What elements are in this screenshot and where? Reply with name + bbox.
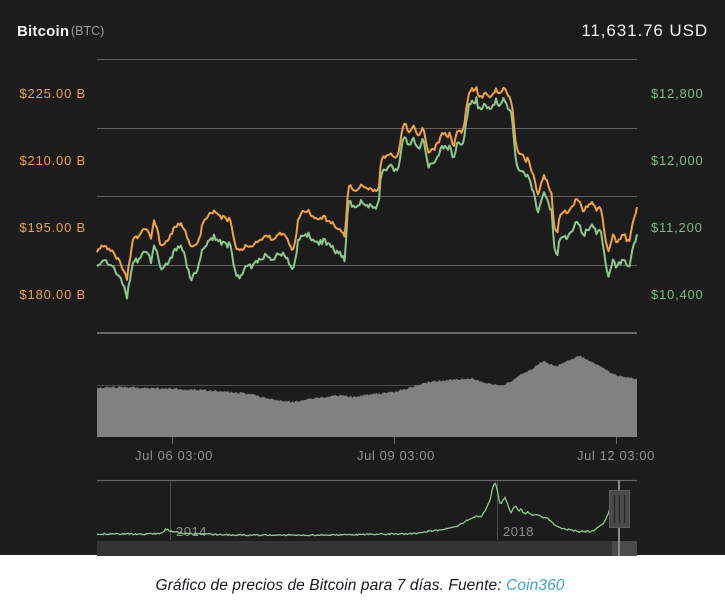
svg-text:Jul 12 03:00: Jul 12 03:00 xyxy=(577,448,655,463)
svg-text:$12,800: $12,800 xyxy=(651,86,704,101)
svg-text:Bitcoin: Bitcoin xyxy=(17,23,69,40)
svg-text:Jul 06 03:00: Jul 06 03:00 xyxy=(135,448,213,463)
svg-text:$180.00 B: $180.00 B xyxy=(20,287,86,302)
svg-text:(BTC): (BTC) xyxy=(71,24,104,38)
svg-text:11,631.76 USD: 11,631.76 USD xyxy=(581,21,708,40)
svg-text:$210.00 B: $210.00 B xyxy=(20,153,86,168)
svg-text:$10,400: $10,400 xyxy=(651,287,704,302)
svg-text:$225.00 B: $225.00 B xyxy=(20,86,86,101)
svg-text:2018: 2018 xyxy=(503,524,534,539)
svg-text:$12,000: $12,000 xyxy=(651,153,704,168)
svg-text:2014: 2014 xyxy=(176,524,207,539)
svg-text:$195.00 B: $195.00 B xyxy=(20,220,86,235)
svg-text:Gráfico de precios de Bitcoin: Gráfico de precios de Bitcoin para 7 día… xyxy=(155,577,564,594)
svg-text:$11,200: $11,200 xyxy=(651,220,703,235)
svg-text:Jul 09 03:00: Jul 09 03:00 xyxy=(357,448,435,463)
